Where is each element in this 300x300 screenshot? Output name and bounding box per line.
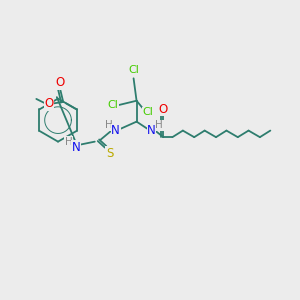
Text: H: H	[65, 136, 73, 147]
Text: H: H	[105, 120, 112, 130]
Text: O: O	[56, 76, 65, 89]
Text: H: H	[155, 120, 163, 130]
Text: Cl: Cl	[142, 107, 153, 117]
Text: S: S	[106, 147, 113, 160]
Text: N: N	[72, 140, 80, 154]
Text: O: O	[159, 103, 168, 116]
Text: O: O	[44, 97, 53, 110]
Text: N: N	[147, 124, 156, 137]
Text: N: N	[111, 124, 120, 137]
Text: Cl: Cl	[128, 65, 139, 75]
Text: Cl: Cl	[107, 100, 118, 110]
